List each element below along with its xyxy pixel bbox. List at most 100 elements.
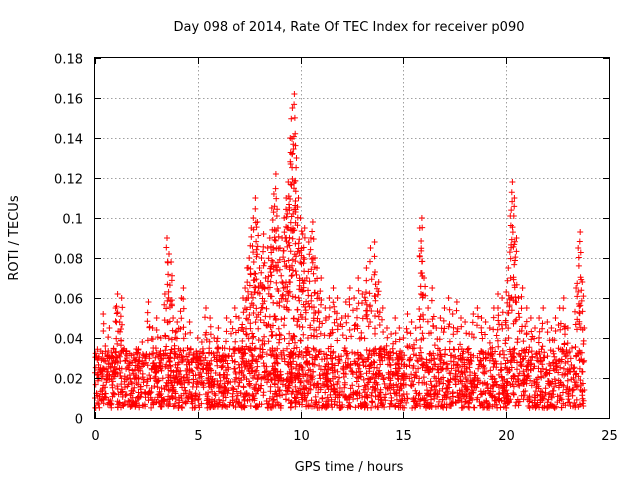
data-point (436, 379, 443, 386)
data-point (401, 363, 408, 369)
data-point (375, 396, 382, 403)
data-point (99, 355, 106, 362)
data-point (443, 401, 450, 408)
data-point (203, 305, 209, 311)
data-point (145, 299, 152, 305)
data-point (377, 389, 383, 396)
data-point (168, 259, 175, 265)
data-point (479, 391, 486, 398)
data-point (516, 314, 523, 321)
data-point (288, 390, 295, 397)
data-point (511, 195, 518, 201)
data-point (288, 115, 295, 122)
data-point (155, 398, 162, 405)
data-point (336, 356, 343, 363)
data-point (470, 311, 477, 317)
data-point (443, 361, 450, 368)
data-point (458, 369, 465, 376)
data-point (579, 279, 586, 285)
data-point (293, 361, 300, 368)
data-point (372, 293, 379, 300)
data-point (381, 404, 388, 411)
data-point (431, 373, 438, 380)
data-point (186, 319, 193, 325)
data-point (540, 305, 547, 311)
data-point (117, 328, 123, 335)
data-point (274, 267, 281, 274)
data-point (381, 380, 388, 387)
data-point (254, 358, 261, 365)
data-point (299, 324, 306, 331)
data-point (339, 323, 346, 330)
data-point (235, 345, 242, 351)
data-point (255, 337, 262, 343)
data-point (180, 296, 187, 302)
data-point (326, 313, 333, 320)
data-point (419, 330, 426, 337)
data-point (355, 352, 362, 358)
data-point (514, 366, 520, 373)
data-point (358, 402, 365, 409)
data-point (465, 403, 472, 410)
data-point (578, 356, 585, 363)
data-point (205, 367, 212, 374)
data-point (276, 336, 283, 343)
data-point (421, 397, 427, 404)
data-point (267, 376, 274, 383)
data-point (328, 386, 334, 393)
data-point (266, 371, 273, 377)
data-point (169, 382, 176, 389)
data-point (579, 368, 585, 375)
data-point (295, 195, 302, 201)
data-point (98, 357, 105, 364)
data-point (284, 345, 290, 352)
data-point (163, 343, 170, 350)
data-point (508, 236, 515, 243)
data-point (572, 321, 579, 328)
y-tick-label: 0 (75, 413, 83, 428)
data-point (126, 350, 133, 357)
data-point (270, 209, 277, 216)
data-point (555, 384, 562, 391)
data-point (439, 396, 446, 403)
data-point (288, 399, 295, 406)
data-point (331, 303, 338, 310)
data-point (422, 367, 429, 374)
data-point (490, 381, 496, 388)
data-point (247, 344, 254, 351)
data-point (381, 346, 388, 353)
data-point (421, 275, 427, 281)
data-point (499, 309, 506, 316)
data-point (498, 373, 505, 380)
data-point (212, 402, 219, 409)
data-point (259, 304, 266, 311)
data-point (317, 330, 324, 337)
data-point (155, 391, 162, 398)
data-point (297, 215, 304, 221)
data-point (286, 266, 293, 273)
data-point (413, 402, 420, 408)
data-point (256, 290, 263, 297)
data-point (302, 307, 309, 314)
data-point (253, 246, 260, 253)
data-point (384, 334, 391, 341)
data-point (476, 350, 483, 357)
data-point (125, 397, 132, 404)
data-point (493, 364, 500, 371)
data-point (286, 340, 292, 347)
data-point (400, 335, 407, 341)
data-point (173, 328, 180, 335)
data-point (122, 358, 129, 364)
data-point (287, 374, 294, 381)
data-point (433, 325, 440, 331)
data-point (525, 403, 532, 409)
data-point (231, 365, 238, 372)
data-point (552, 315, 559, 321)
data-point (297, 259, 304, 266)
data-point (131, 384, 138, 391)
data-point (165, 288, 172, 295)
data-point (164, 235, 170, 241)
data-point (290, 358, 297, 365)
data-point (393, 390, 399, 397)
